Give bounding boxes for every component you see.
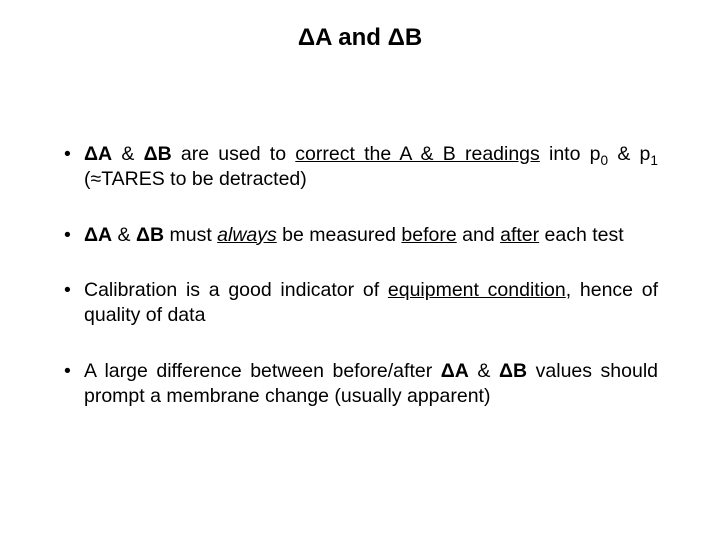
- title-a: A: [315, 24, 331, 51]
- bullet-2-always: always: [217, 224, 277, 246]
- bullet-4-t1: A large difference between before/after: [84, 360, 441, 382]
- bullet-2-delta-b: ΔB: [136, 224, 164, 246]
- bullet-1-t2: into p: [540, 143, 601, 165]
- bullet-4: A large difference between before/after …: [62, 359, 658, 410]
- bullet-1-sub1: 1: [650, 153, 658, 168]
- bullet-2-delta-a: ΔA: [84, 224, 112, 246]
- bullet-1-approx: ≈: [91, 168, 102, 190]
- bullet-2-before: before: [401, 224, 456, 246]
- bullet-3: Calibration is a good indicator of equip…: [62, 278, 658, 329]
- bullet-3-t1: Calibration is a good indicator of: [84, 279, 388, 301]
- bullet-1-delta-a: ΔA: [84, 143, 112, 165]
- bullet-2-t4: each test: [539, 224, 624, 246]
- slide-title: ΔA and ΔB: [62, 24, 658, 52]
- bullet-list: ΔA & ΔB are used to correct the A & B re…: [62, 142, 658, 409]
- title-b: B: [405, 24, 422, 51]
- bullet-2-t3: and: [457, 224, 500, 246]
- bullet-1-amp: &: [112, 143, 143, 165]
- bullet-2: ΔA & ΔB must always be measured before a…: [62, 223, 658, 248]
- bullet-4-delta-a: ΔA: [441, 360, 469, 382]
- bullet-1-t5: TARES to be detracted): [101, 168, 307, 190]
- bullet-2-t2: be measured: [277, 224, 402, 246]
- title-delta-b: Δ: [388, 24, 405, 51]
- slide: ΔA and ΔB ΔA & ΔB are used to correct th…: [0, 0, 720, 540]
- bullet-4-delta-b: ΔB: [499, 360, 527, 382]
- bullet-2-after: after: [500, 224, 539, 246]
- bullet-2-t1: must: [164, 224, 217, 246]
- bullet-1-underline: correct the A & B readings: [295, 143, 539, 165]
- bullet-4-amp: &: [469, 360, 499, 382]
- bullet-3-underline: equipment condition: [388, 279, 566, 301]
- bullet-1-delta-b: ΔB: [144, 143, 172, 165]
- title-delta-a: Δ: [298, 24, 315, 51]
- bullet-1: ΔA & ΔB are used to correct the A & B re…: [62, 142, 658, 193]
- title-and: and: [332, 24, 388, 51]
- bullet-1-t3: & p: [608, 143, 650, 165]
- bullet-2-amp: &: [112, 224, 136, 246]
- bullet-1-t1: are used to: [172, 143, 296, 165]
- bullet-1-sub0: 0: [601, 153, 609, 168]
